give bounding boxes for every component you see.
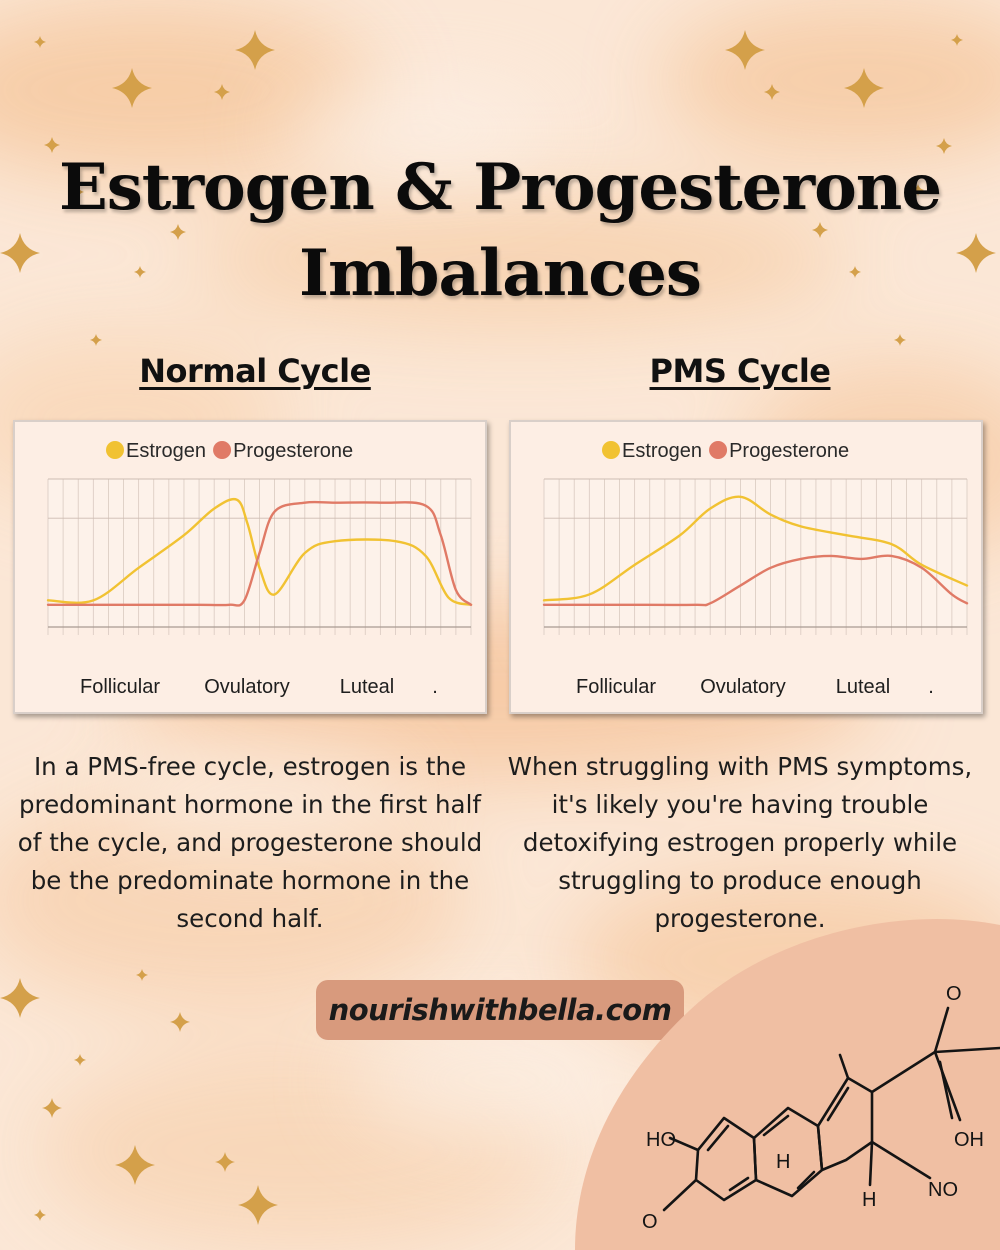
website-badge[interactable]: nourishwithbella.com xyxy=(316,980,684,1040)
sparkle-icon xyxy=(956,233,996,273)
page-title: Estrogen & Progesterone Imbalances xyxy=(0,145,1000,317)
series-line-progesterone xyxy=(542,554,969,607)
sparkle-icon xyxy=(74,1054,86,1066)
normal-cycle-heading: Normal Cycle xyxy=(139,352,371,390)
normal-cycle-description: In a PMS-free cycle, estrogen is the pre… xyxy=(17,752,483,933)
sparkle-icon xyxy=(764,84,780,100)
sparkle-icon xyxy=(951,34,963,46)
sparkle-icon xyxy=(44,137,60,153)
chem-label-oh: OH xyxy=(954,1129,984,1151)
series-line-estrogen xyxy=(46,497,473,606)
phase-label: Ovulatory xyxy=(700,676,786,698)
legend-label-progesterone: Progesterone xyxy=(729,440,849,462)
sparkle-icon xyxy=(0,233,40,273)
pms-cycle-chart-panel: Estrogen Progesterone Follicular Ovulatory L… xyxy=(509,420,983,714)
phase-label: Ovulatory xyxy=(204,676,290,698)
sparkle-icon xyxy=(725,30,765,70)
phase-label: Luteal xyxy=(836,676,891,698)
chart-legend: Estrogen Progesterone xyxy=(106,440,353,462)
sparkle-icon xyxy=(90,334,102,346)
chart-legend: Estrogen Progesterone xyxy=(602,440,849,462)
sparkle-icon xyxy=(238,1185,278,1225)
chem-label-no: NO xyxy=(928,1179,958,1201)
sparkle-icon xyxy=(912,184,924,196)
sparkle-icon xyxy=(115,1145,155,1185)
sparkle-icon xyxy=(214,84,230,100)
chem-label-h-lower: H xyxy=(862,1189,876,1211)
sparkle-icon xyxy=(894,334,906,346)
normal-cycle-chart-panel: Estrogen Progesterone Follicular Ovulatory L… xyxy=(13,420,487,714)
pms-cycle-heading: PMS Cycle xyxy=(649,352,831,390)
phase-label: Follicular xyxy=(576,676,656,698)
legend-marker-progesterone xyxy=(213,441,232,459)
sparkle-icon xyxy=(849,266,861,278)
legend-marker-estrogen xyxy=(602,441,620,459)
sparkle-icon xyxy=(34,36,46,48)
sparkle-icon xyxy=(42,1098,62,1118)
sparkle-icon xyxy=(812,222,828,238)
legend-marker-progesterone xyxy=(709,441,728,459)
chem-label-o-bottom: O xyxy=(642,1211,658,1233)
normal-cycle-chart: Estrogen Progesterone Follicular Ovulatory L… xyxy=(46,440,473,698)
sparkle-icon xyxy=(134,266,146,278)
phase-label: Follicular xyxy=(80,676,160,698)
sparkle-icon xyxy=(844,68,884,108)
chem-label-h-ring: H xyxy=(776,1151,790,1173)
series-line-progesterone xyxy=(46,500,473,607)
sparkle-icon xyxy=(0,978,40,1018)
legend-marker-estrogen xyxy=(106,441,124,459)
sparkle-icon xyxy=(170,224,186,240)
series-line-estrogen xyxy=(542,495,969,602)
sparkle-icon xyxy=(235,30,275,70)
chem-label-ho: HO xyxy=(646,1129,676,1151)
title-line-1: Estrogen & Progesterone xyxy=(58,150,942,225)
pms-cycle-description: When struggling with PMS symptoms, it's … xyxy=(507,752,973,933)
sparkle-icon xyxy=(112,68,152,108)
chem-label-o-top: O xyxy=(946,983,962,1005)
sparkle-icon xyxy=(72,186,84,198)
phase-label: Luteal xyxy=(340,676,395,698)
pms-cycle-chart: Estrogen Progesterone Follicular Ovulatory L… xyxy=(542,440,969,698)
phase-label: . xyxy=(432,676,438,698)
sparkle-icon xyxy=(170,1012,190,1032)
title-line-2: Imbalances xyxy=(299,236,702,311)
sparkle-icon xyxy=(936,138,952,154)
sparkle-icon xyxy=(136,969,148,981)
molecule-illustration: O OH HO H H NO O xyxy=(575,918,1000,1250)
legend-label-estrogen: Estrogen xyxy=(622,440,702,462)
sparkle-icon xyxy=(34,1209,46,1221)
legend-label-progesterone: Progesterone xyxy=(233,440,353,462)
legend-label-estrogen: Estrogen xyxy=(126,440,206,462)
sparkle-icon xyxy=(215,1152,235,1172)
phase-label: . xyxy=(928,676,934,698)
sparkle-decorations xyxy=(0,30,996,1225)
